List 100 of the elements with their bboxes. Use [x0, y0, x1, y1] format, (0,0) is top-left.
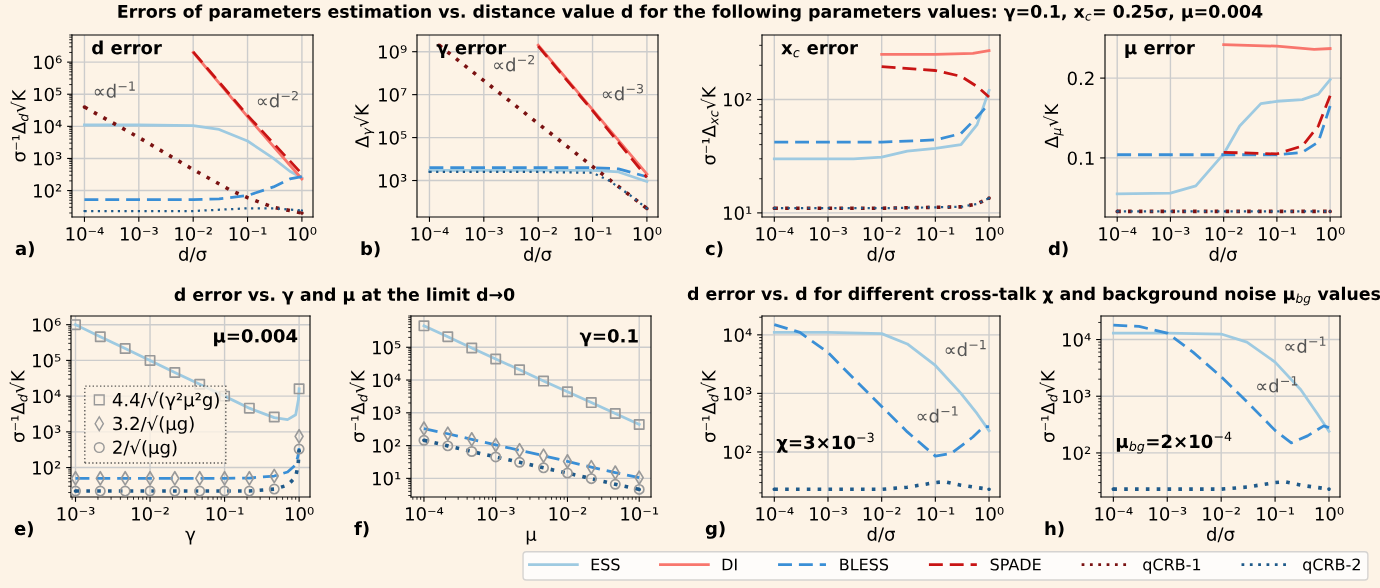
x-tick-label: 10⁻²: [175, 227, 212, 241]
x-tick-label: 10⁻¹: [574, 227, 612, 241]
chart-subtitle: d error vs. γ and μ at the limit d→0: [174, 287, 515, 305]
chart-title: x$_{c}$ error: [781, 44, 858, 58]
y-tick-label: 10³: [33, 425, 61, 439]
x-tick-label: 10⁰: [975, 227, 1004, 241]
chart-title: d error: [92, 40, 162, 55]
x-axis-title: γ: [185, 530, 196, 545]
x-axis-title: d/σ: [867, 526, 895, 543]
y-tick-label: 10⁴: [34, 119, 62, 134]
y-tick-label: 10³: [1063, 389, 1091, 404]
x-tick-label: 10⁻¹: [206, 507, 244, 521]
x-axis-title: d/σ: [867, 246, 895, 263]
x-tick-label: 10⁻⁴: [406, 507, 444, 521]
x-tick-label: 10⁰: [633, 227, 662, 241]
y-tick-label: 10⁵: [379, 131, 407, 145]
x-tick-label: 10⁻⁴: [1095, 507, 1133, 521]
y-axis-title: σ⁻¹Δ$_{d}$√K: [10, 89, 29, 162]
chart-subtitle: d error vs. d for different cross-talk χ and background noise μ$_{bg}$ values: [687, 286, 1380, 306]
legend-label: 3.2/√(μg): [113, 415, 194, 434]
y-tick-label: 10⁷: [379, 88, 407, 102]
legend-label: SPADE: [990, 558, 1041, 571]
text: μ=0.004: [214, 328, 298, 347]
x-tick-label: 10⁻²: [520, 227, 557, 241]
x-tick-label: 10⁻³: [810, 507, 847, 521]
y-axis-title: σ⁻¹Δ$_{xc}$√K: [700, 86, 719, 165]
text: γ=0.1: [579, 328, 638, 347]
y-tick-label: 10³: [34, 151, 62, 166]
annotation: ∝d$^{−1}$: [945, 339, 986, 357]
x-axis-title: μ: [526, 530, 537, 545]
y-axis-title: σ⁻¹Δ$_{d}$√K: [349, 369, 368, 442]
annotation: ∝d$^{−3}$: [602, 83, 644, 101]
annotation: ∝d$^{−1}$: [917, 406, 958, 423]
x-tick-label: 10⁻²: [549, 507, 587, 521]
chart-title: μ error: [1125, 44, 1195, 58]
legend-label: 4.4/√(γ²μ²g): [112, 391, 219, 410]
x-tick-label: 10⁻⁴: [66, 227, 104, 241]
text: h): [1045, 521, 1064, 538]
x-tick-label: 10⁻³: [1149, 507, 1187, 521]
x-tick-label: 10⁻⁴: [756, 507, 794, 521]
legend-label: DI: [722, 558, 737, 571]
x-axis-title: d/σ: [524, 246, 552, 263]
text: d): [1048, 241, 1068, 258]
y-tick-label: 10⁵: [373, 340, 401, 355]
legend-label: 2/√(μg): [113, 439, 177, 458]
x-tick-label: 10⁻⁴: [1099, 227, 1137, 241]
annotation: μ$_{bg}$=2×10$^{−4}$: [1116, 431, 1232, 454]
x-tick-label: 10⁻⁴: [411, 227, 449, 241]
x-tick-label: 10⁻³: [57, 507, 95, 521]
text: f): [354, 521, 369, 538]
x-tick-label: 10⁻²: [863, 227, 901, 241]
y-axis-title: σ⁻¹Δ$_{d}$√K: [9, 369, 28, 442]
x-tick-label: 10⁻³: [810, 227, 847, 241]
y-tick-label: 10²: [724, 445, 752, 460]
y-tick-label: 10²: [1063, 446, 1091, 461]
y-tick-label: 10³: [379, 173, 407, 188]
y-axis-title: Δ$_{γ}$√K: [353, 103, 375, 148]
y-tick-label: 10⁶: [33, 318, 61, 332]
text: b): [361, 241, 380, 258]
x-axis-title: d/σ: [1209, 246, 1237, 263]
y-tick-label: 10²: [34, 184, 62, 198]
y-axis-title: Δ$_{μ}$√K: [1043, 103, 1064, 149]
text: g): [705, 521, 725, 539]
x-tick-label: 10⁻³: [477, 507, 515, 521]
y-tick-label: 0.1: [1067, 151, 1094, 166]
x-tick-label: 10⁻¹: [1257, 507, 1294, 521]
x-tick-label: 10⁰: [975, 507, 1004, 521]
y-axis-title: σ⁻¹Δ$_{d}$√K: [700, 369, 719, 442]
y-tick-label: 10²: [724, 92, 752, 107]
x-tick-label: 10⁻¹: [1259, 227, 1296, 241]
text: c): [705, 241, 723, 258]
x-axis-title: d/σ: [179, 246, 207, 263]
y-tick-label: 10⁴: [33, 389, 61, 404]
x-tick-label: 10⁻²: [1205, 227, 1243, 241]
x-tick-label: 10⁻³: [1152, 227, 1190, 241]
x-tick-label: 10⁰: [1315, 507, 1344, 521]
y-tick-label: 10⁵: [33, 353, 61, 368]
y-tick-label: 10⁶: [34, 55, 62, 70]
text: a): [15, 241, 34, 258]
y-tick-label: 10¹: [724, 206, 752, 221]
y-tick-label: 10⁴: [1063, 332, 1091, 347]
legend-label: ESS: [591, 558, 620, 571]
x-tick-label: 10⁻³: [465, 227, 503, 241]
x-tick-label: 10⁰: [1317, 227, 1345, 241]
y-tick-label: 10⁴: [724, 328, 752, 342]
x-tick-label: 10⁻¹: [917, 227, 955, 241]
annotation: ∝d$^{−2}$: [257, 90, 298, 108]
y-tick-label: 10⁹: [379, 45, 407, 59]
x-axis-title: d/σ: [1207, 526, 1235, 543]
legend-label: qCRB-2: [1303, 558, 1360, 574]
x-tick-label: 10⁻³: [120, 227, 158, 241]
x-tick-label: 10⁻¹: [621, 507, 659, 521]
x-tick-label: 10⁻²: [863, 507, 901, 521]
y-tick-label: 10³: [373, 406, 401, 420]
legend-label: qCRB-1: [1143, 558, 1201, 574]
x-tick-label: 10⁻¹: [229, 227, 267, 241]
annotation: χ=3×10$^{−3}$: [776, 432, 874, 453]
y-tick-label: 10¹: [373, 471, 401, 486]
y-axis-title: σ⁻¹Δ$_{d}$√K: [1039, 369, 1058, 442]
x-tick-label: 10⁻⁴: [756, 227, 794, 241]
